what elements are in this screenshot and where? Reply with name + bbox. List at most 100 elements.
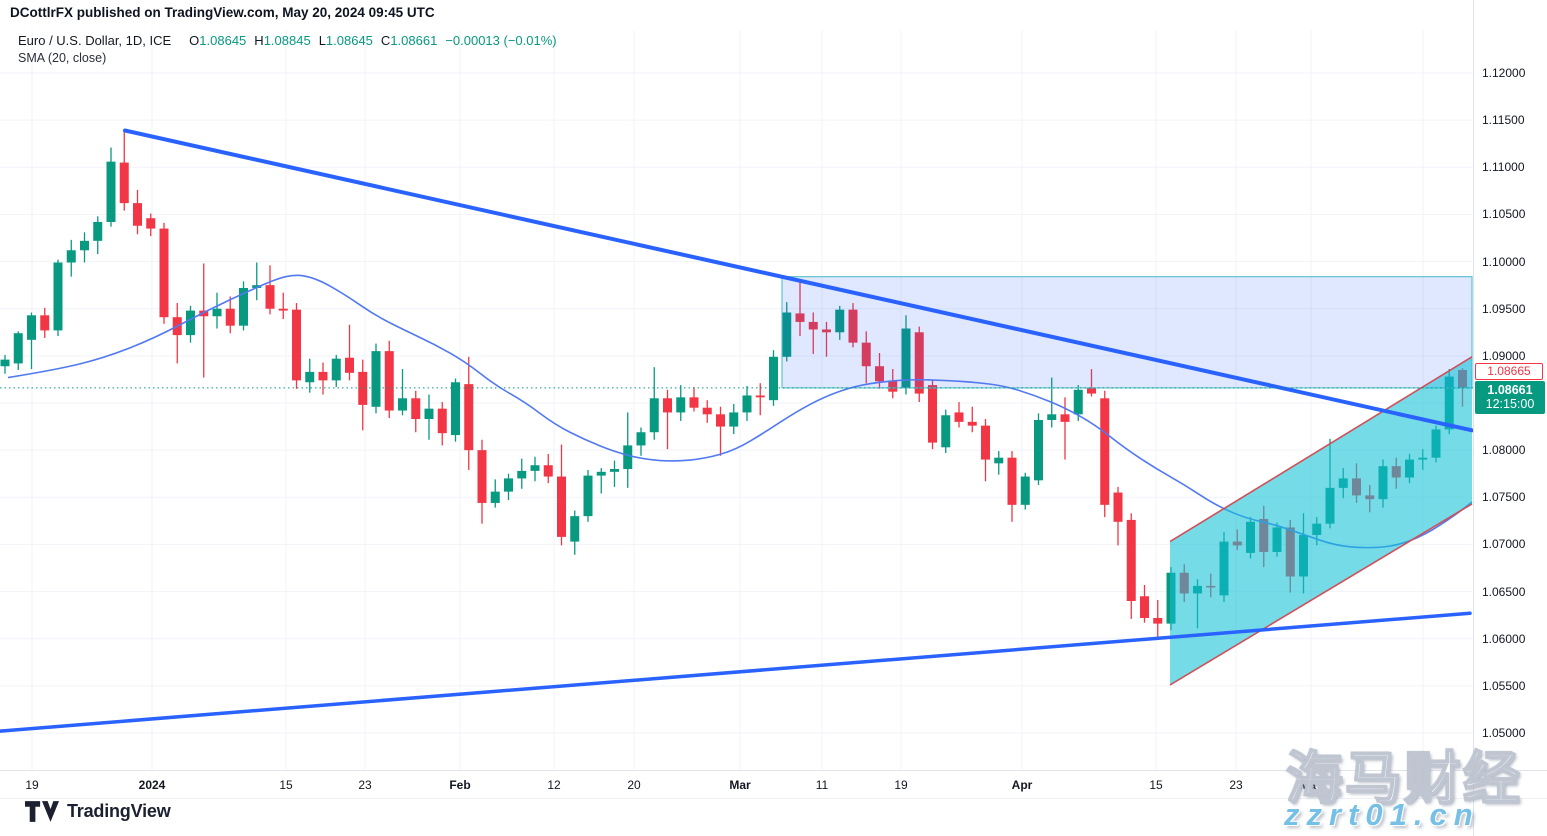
channel-upper-border[interactable] <box>1169 356 1473 543</box>
candle-body <box>477 450 487 503</box>
watermark-chinese-text: 海马财经 <box>1285 746 1522 812</box>
time-axis-label: 19 <box>25 778 39 792</box>
candle-body <box>994 457 1004 464</box>
price-axis-label: 1.10500 <box>1482 207 1526 222</box>
time-axis-label: 20 <box>627 778 641 792</box>
candle-body <box>875 366 884 382</box>
candle-body <box>795 313 805 322</box>
candle-body <box>1087 387 1096 394</box>
candle-body <box>967 421 977 426</box>
candle-body <box>1113 492 1123 522</box>
descending-trendline[interactable] <box>123 128 1474 433</box>
candle-body <box>596 471 606 476</box>
time-axis-label: 23 <box>1229 778 1243 792</box>
time-axis-label: Feb <box>449 778 471 792</box>
high-label: H <box>254 33 264 48</box>
candle-body <box>570 516 580 542</box>
candle-body <box>1007 457 1017 505</box>
last-price-label: 1.08661 12:15:00 <box>1475 381 1545 414</box>
price-axis-label: 1.12000 <box>1482 66 1526 80</box>
candle-body <box>106 161 116 222</box>
candle-body <box>186 310 195 336</box>
candle-body <box>769 356 778 401</box>
price-axis-label: 1.07500 <box>1482 490 1526 505</box>
candle-body <box>331 358 341 381</box>
candle-body <box>66 250 76 263</box>
price-axis-label: 1.10000 <box>1482 254 1526 269</box>
channel-lower-border[interactable] <box>1169 503 1473 686</box>
watermark-site-url: zzrt01.cn <box>1284 797 1480 832</box>
candle-body <box>27 315 36 340</box>
candle-body <box>914 332 924 394</box>
candle-body <box>398 398 407 411</box>
high-value: 1.08845 <box>263 33 311 48</box>
resistance-zone-rectangle[interactable] <box>781 276 1473 389</box>
price-axis-label: 1.06500 <box>1482 584 1526 599</box>
candle-body <box>371 351 381 407</box>
candle-body <box>623 445 633 469</box>
ascending-trendline[interactable] <box>0 611 1472 733</box>
candle-body <box>954 412 964 422</box>
candle-body <box>981 425 990 460</box>
last-price-value: 1.08661 <box>1487 383 1533 397</box>
candle-body <box>490 491 500 503</box>
candle-body <box>1047 414 1057 420</box>
candle-body <box>835 309 845 333</box>
candle-body <box>848 309 858 343</box>
candle-body <box>729 412 739 427</box>
candle-body <box>437 408 447 434</box>
price-axis-label: 1.09500 <box>1482 301 1526 316</box>
candle-body <box>610 469 619 472</box>
time-axis-label: 13 <box>1416 778 1430 792</box>
candle-body <box>716 414 725 427</box>
price-alert-label[interactable]: 1.08665 <box>1475 363 1543 380</box>
price-axis-label: 1.05500 <box>1482 678 1526 693</box>
close-value: 1.08661 <box>390 33 438 48</box>
time-axis-label: Apr <box>1011 778 1033 792</box>
price-axis-label: 1.05000 <box>1482 726 1526 740</box>
price-axis-label: 1.07000 <box>1482 537 1526 552</box>
candle-body <box>808 321 818 330</box>
candle-body <box>119 162 129 204</box>
candle-body <box>861 342 871 367</box>
candle-body <box>583 475 593 517</box>
candle-body <box>212 308 222 317</box>
candle-body <box>13 333 23 364</box>
candle-body <box>384 351 394 411</box>
symbol-title: Euro / U.S. Dollar, 1D, ICE <box>18 33 172 48</box>
symbol-legend[interactable]: Euro / U.S. Dollar, 1D, ICE O1.08645 H1.08… <box>18 33 557 48</box>
candle-body <box>0 359 10 367</box>
candle-body <box>292 309 301 381</box>
candle-body <box>424 408 434 420</box>
candle-body <box>941 415 951 448</box>
candle-body <box>1034 419 1043 481</box>
open-value: 1.08645 <box>199 33 247 48</box>
candle-body <box>464 384 474 451</box>
candle-body <box>239 287 248 326</box>
candle-body <box>755 395 765 398</box>
time-axis-label: 19 <box>894 778 908 792</box>
candle-body <box>1100 398 1110 505</box>
candle-body <box>676 397 686 413</box>
candle-body <box>543 465 553 477</box>
candle-body <box>888 381 898 392</box>
time-axis-label: 15 <box>279 778 293 792</box>
candle-body <box>93 221 103 241</box>
candle-body <box>252 285 262 288</box>
candle-body <box>689 397 699 408</box>
tradingview-logo[interactable]: TradingView <box>25 801 171 822</box>
indicator-legend[interactable]: SMA (20, close) <box>18 51 107 65</box>
candle-body <box>636 432 646 446</box>
time-axis-label: 12 <box>547 778 561 792</box>
candle-body <box>199 310 209 317</box>
candle-body <box>1140 596 1149 618</box>
candle-body <box>225 308 235 326</box>
ascending-channel[interactable] <box>1170 356 1472 685</box>
candle-body <box>822 329 831 333</box>
candle-body <box>517 470 527 479</box>
time-axis-label: 15 <box>1149 778 1163 792</box>
candle-body <box>530 465 540 471</box>
candle-body <box>80 240 89 251</box>
candle-body <box>1153 617 1163 624</box>
